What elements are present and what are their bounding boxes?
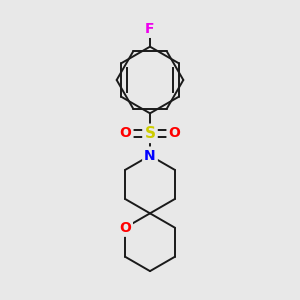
Text: O: O bbox=[169, 126, 180, 140]
Text: O: O bbox=[120, 126, 131, 140]
Text: F: F bbox=[145, 22, 155, 36]
Text: O: O bbox=[119, 221, 131, 235]
Text: S: S bbox=[145, 126, 155, 141]
Text: N: N bbox=[144, 148, 156, 163]
